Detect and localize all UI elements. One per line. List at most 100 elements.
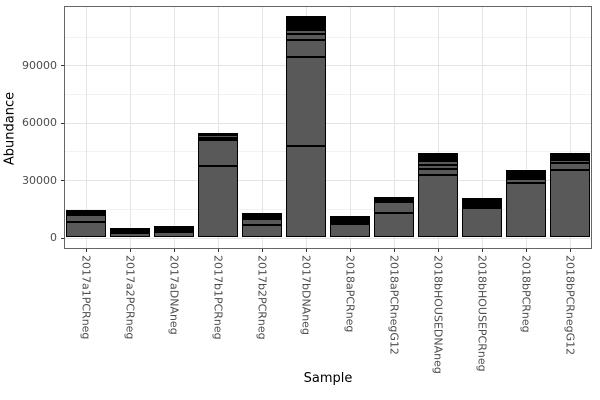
y-tick-label: 60000 bbox=[22, 116, 57, 130]
bar-segment bbox=[286, 20, 326, 22]
bar-segment bbox=[242, 214, 282, 217]
bar-segment bbox=[418, 175, 458, 238]
bar-segment bbox=[418, 161, 458, 166]
bar-segment bbox=[286, 25, 326, 28]
bar-segment bbox=[286, 23, 326, 26]
bar-segment bbox=[550, 170, 590, 238]
bar-segment bbox=[66, 210, 106, 213]
x-tick-label: 2018aPCRnegG12 bbox=[387, 255, 401, 355]
bar-segment bbox=[462, 204, 502, 207]
bar-segment bbox=[550, 157, 590, 160]
bar-segment bbox=[330, 224, 370, 238]
bar-segment bbox=[154, 231, 194, 238]
bar-segment bbox=[198, 133, 238, 136]
bar-segment bbox=[374, 202, 414, 214]
gridline-major bbox=[64, 180, 592, 182]
y-tick-label: 30000 bbox=[22, 173, 57, 187]
bar-segment bbox=[550, 163, 590, 171]
bar-segment bbox=[286, 29, 326, 34]
bar-segment bbox=[286, 16, 326, 19]
gridline-minor bbox=[64, 36, 592, 38]
bar-segment bbox=[374, 196, 414, 199]
x-tick-mark bbox=[262, 249, 263, 252]
y-tick-mark bbox=[61, 122, 64, 124]
bar-segment bbox=[374, 200, 414, 203]
bar bbox=[506, 170, 546, 238]
bar-segment bbox=[110, 228, 150, 231]
bar bbox=[66, 210, 106, 238]
gridline-vertical bbox=[482, 6, 483, 249]
x-tick-mark bbox=[86, 249, 87, 252]
x-tick-mark bbox=[482, 249, 483, 252]
bar bbox=[418, 152, 458, 238]
bar-segment bbox=[550, 156, 590, 159]
bar-segment bbox=[286, 33, 326, 40]
x-tick-mark bbox=[438, 249, 439, 252]
gridline-vertical bbox=[130, 6, 131, 249]
bar-segment bbox=[462, 197, 502, 200]
bar-segment bbox=[242, 225, 282, 238]
x-tick-label: 2017b1PCRneg bbox=[211, 255, 225, 340]
gridline-vertical bbox=[570, 6, 571, 249]
bar bbox=[154, 225, 194, 238]
y-tick-label: 90000 bbox=[22, 58, 57, 72]
y-tick-mark bbox=[61, 65, 64, 67]
x-tick-label: 2017a2PCRneg bbox=[123, 255, 137, 340]
bar-segment bbox=[154, 225, 194, 228]
bar-segment bbox=[286, 21, 326, 24]
bar-segment bbox=[462, 200, 502, 203]
bar-segment bbox=[462, 206, 502, 209]
gridline-major bbox=[64, 65, 592, 67]
bar-segment bbox=[286, 146, 326, 238]
bar-segment bbox=[66, 213, 106, 216]
x-tick-label: 2018aPCRneg bbox=[343, 255, 357, 333]
bar-segment bbox=[418, 157, 458, 160]
bar-segment bbox=[418, 154, 458, 157]
bar-segment bbox=[550, 153, 590, 156]
bar-segment bbox=[330, 216, 370, 219]
bar-segment bbox=[66, 215, 106, 223]
y-tick-label: 0 bbox=[50, 231, 57, 244]
bar-segment bbox=[242, 216, 282, 219]
x-tick-mark bbox=[350, 249, 351, 252]
gridline-minor bbox=[64, 94, 592, 96]
x-axis-title: Sample bbox=[303, 371, 353, 386]
x-tick-label: 2018bHOUSEPCRneg bbox=[475, 255, 489, 372]
bar-segment bbox=[110, 230, 150, 233]
bar-segment bbox=[66, 222, 106, 238]
x-tick-label: 2018bHOUSEDNAneg bbox=[431, 255, 445, 374]
gridline-minor bbox=[64, 208, 592, 210]
x-tick-label: 2017a1PCRneg bbox=[79, 255, 93, 340]
bar-segment bbox=[242, 213, 282, 216]
gridline-vertical bbox=[174, 6, 175, 249]
gridline-minor bbox=[64, 151, 592, 153]
bar-segment bbox=[462, 208, 502, 238]
bar-segment bbox=[286, 27, 326, 30]
x-tick-label: 2017bDNAneg bbox=[299, 255, 313, 335]
bar-segment bbox=[286, 39, 326, 57]
bar-segment bbox=[374, 198, 414, 201]
bar-segment bbox=[418, 152, 458, 155]
bar-segment bbox=[198, 166, 238, 238]
bar-segment bbox=[374, 213, 414, 238]
y-axis-title: Abundance bbox=[2, 91, 18, 166]
bar-segment bbox=[198, 135, 238, 138]
bar-segment bbox=[506, 177, 546, 180]
y-tick-mark bbox=[61, 180, 64, 182]
bar-segment bbox=[330, 220, 370, 223]
bar-segment bbox=[242, 218, 282, 226]
bar-segment bbox=[418, 169, 458, 176]
bar bbox=[330, 216, 370, 238]
x-tick-label: 2018bPCRneg bbox=[519, 255, 533, 333]
gridline-vertical bbox=[218, 6, 219, 249]
gridline-vertical bbox=[262, 6, 263, 249]
bar-segment bbox=[550, 159, 590, 164]
bar-segment bbox=[198, 139, 238, 167]
bar-segment bbox=[110, 232, 150, 238]
x-tick-mark bbox=[306, 249, 307, 252]
gridline-major bbox=[64, 122, 592, 124]
gridline-vertical bbox=[350, 6, 351, 249]
bar-segment bbox=[66, 211, 106, 214]
bar-segment bbox=[330, 222, 370, 225]
bar-segment bbox=[462, 199, 502, 202]
